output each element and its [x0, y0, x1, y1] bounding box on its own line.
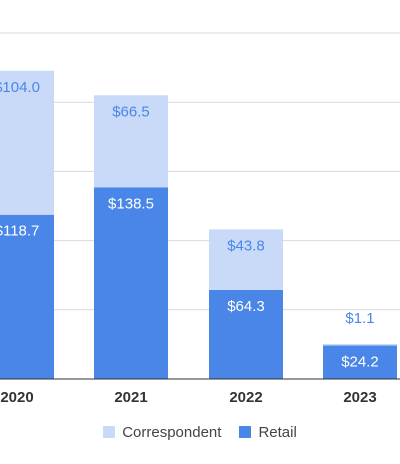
bar-retail-2022: [209, 290, 283, 379]
bars: [0, 70, 397, 379]
legend-swatch-retail: [239, 426, 252, 438]
bar-correspondent-2022: [209, 229, 283, 291]
x-tick-label-2023: 2023: [343, 389, 376, 406]
gridlines: [0, 32, 400, 380]
data-label-correspondent-2023: $1.1: [345, 310, 374, 327]
data-label-retail-2022: $64.3: [227, 298, 265, 315]
x-axis-tick-labels: 2020 2021 2022 2023: [0, 389, 376, 406]
legend-label-retail: Retail: [258, 423, 297, 441]
data-labels: $118.7 $104.0 $138.5 $66.5 $64.3 $43.8 $24.2 $1…: [0, 79, 379, 371]
legend-label-correspondent: Correspondent: [122, 423, 222, 441]
bar-correspondent-2023: [323, 343, 397, 346]
data-label-retail-2021: $138.5: [108, 195, 154, 212]
data-label-correspondent-2020: $104.0: [0, 79, 40, 96]
data-label-correspondent-2021: $66.5: [112, 103, 150, 120]
legend: Correspondent Retail: [0, 422, 400, 442]
x-tick-label-2020: 2020: [0, 389, 33, 406]
bar-retail-2020: [0, 214, 54, 379]
bar-correspondent-2020: [0, 70, 54, 215]
bar-retail-2021: [94, 187, 168, 379]
data-label-correspondent-2022: $43.8: [227, 237, 265, 254]
data-label-retail-2020: $118.7: [0, 223, 39, 240]
x-tick-label-2022: 2022: [229, 389, 262, 406]
legend-swatch-correspondent: [103, 426, 116, 438]
legend-item-retail[interactable]: Retail: [239, 423, 297, 441]
bar-correspondent-2021: [94, 95, 168, 188]
data-label-retail-2023: $24.2: [341, 354, 379, 371]
legend-item-correspondent[interactable]: Correspondent: [103, 424, 221, 441]
x-tick-label-2021: 2021: [114, 389, 147, 406]
bar-retail-2023: [323, 345, 397, 379]
